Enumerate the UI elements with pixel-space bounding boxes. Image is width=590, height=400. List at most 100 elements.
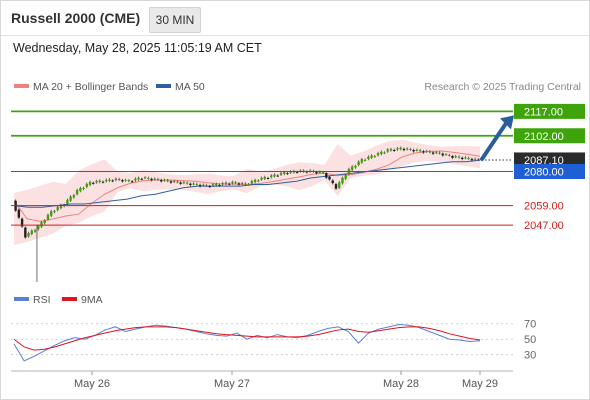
candle-body: [412, 149, 415, 152]
candle-body: [464, 157, 467, 159]
candle-body: [88, 181, 92, 185]
candle-body: [114, 178, 118, 181]
candle-body: [228, 183, 231, 185]
candle-body: [457, 156, 461, 158]
candle-body: [441, 153, 444, 156]
candle-body: [37, 225, 40, 230]
candle-body: [46, 214, 50, 220]
candle-body: [27, 233, 30, 237]
candle-body: [127, 180, 131, 182]
level-label-2047.00: 2047.00: [524, 220, 564, 232]
candle-body: [383, 152, 386, 154]
candle-body: [24, 227, 27, 238]
legend-label-ma50: MA 50: [175, 81, 205, 93]
candle-body: [454, 156, 457, 158]
candle-body: [192, 183, 195, 185]
candle-body: [211, 184, 215, 186]
candle-body: [121, 180, 124, 182]
candle-body: [425, 151, 428, 153]
candle-body: [66, 199, 69, 204]
candle-body: [108, 179, 111, 181]
candle-body: [354, 165, 357, 168]
candle-body: [422, 151, 425, 153]
candle-body: [218, 184, 221, 186]
candle-body: [43, 220, 46, 224]
candle-body: [98, 180, 101, 183]
bollinger-band-fill: [14, 139, 480, 246]
candle-body: [276, 175, 279, 177]
legend-swatch-ma20: [14, 84, 29, 88]
candle-body: [289, 171, 292, 173]
candle-body: [451, 156, 454, 158]
candle-body: [53, 211, 56, 213]
candle-body: [286, 173, 289, 175]
candle-body: [111, 180, 114, 182]
ma50-line: [13, 159, 481, 208]
candle-body: [444, 154, 448, 156]
candle-body: [169, 181, 173, 183]
level-label-2087.10: 2087.10: [524, 155, 564, 167]
rsi-pane: 70 50 30: [11, 319, 536, 362]
candle-body: [17, 209, 21, 218]
candle-body: [470, 158, 474, 161]
level-label-2059.00: 2059.00: [524, 201, 564, 213]
candle-body: [69, 196, 72, 201]
candle-body: [341, 177, 344, 184]
credit-text: Research © 2025 Trading Central: [424, 81, 581, 93]
level-box-2080.00: [514, 164, 585, 179]
candle-body: [140, 178, 144, 180]
candle-body: [250, 181, 254, 184]
candle-body: [234, 182, 237, 184]
candle-body: [473, 158, 477, 160]
candle-body: [130, 181, 134, 183]
candle-body: [137, 177, 140, 180]
candle-body: [350, 166, 354, 170]
legend-label-ma20: MA 20 + Bollinger Bands: [33, 81, 148, 93]
candle-body: [428, 151, 432, 153]
candle-body: [153, 178, 156, 180]
candle-body: [270, 175, 273, 178]
candle-body: [185, 182, 189, 184]
candle-body: [257, 180, 260, 182]
candle-body: [215, 183, 218, 186]
candle-body: [328, 176, 331, 180]
candle-body: [331, 180, 334, 184]
candle-body: [363, 159, 367, 161]
candle-body: [82, 187, 85, 189]
time-axis: May 26 May 27 May 28 May 29: [74, 371, 498, 390]
time-tick-label: May 26: [74, 378, 110, 390]
candle-body: [33, 230, 37, 232]
candle-body: [59, 205, 63, 209]
candle-body: [373, 156, 377, 158]
candle-body: [56, 207, 59, 211]
candle-body: [117, 179, 121, 181]
candle-body: [405, 148, 409, 150]
candle-body: [263, 177, 266, 179]
candle-body: [92, 182, 95, 184]
candle-body: [134, 178, 137, 181]
rsi-tick-50: 50: [524, 334, 536, 346]
rsi-tick-30: 30: [524, 350, 536, 362]
instrument-title: Russell 2000 (CME): [11, 10, 141, 26]
candle-body: [189, 183, 192, 186]
legend-swatch-rsi: [14, 297, 29, 301]
candle-body: [20, 218, 24, 227]
candle-body: [360, 159, 364, 163]
timestamp: Wednesday, May 28, 2025 11:05:19 AM CET: [13, 41, 262, 55]
candle-body: [205, 185, 208, 187]
candle-body: [166, 180, 169, 182]
candle-body: [283, 172, 286, 174]
candle-body: [334, 184, 338, 189]
legend-label-9ma: 9MA: [81, 294, 103, 306]
candle-body: [160, 180, 163, 182]
timeframe-button[interactable]: 30 MIN: [149, 7, 201, 33]
candle-body: [182, 182, 186, 184]
candle-body: [237, 183, 241, 185]
candle-body: [163, 179, 166, 181]
candle-body: [266, 178, 270, 179]
candle-body: [195, 183, 199, 185]
candle-body: [253, 179, 257, 183]
level-label-2102.00: 2102.00: [524, 131, 564, 143]
level-box-2102.00: [514, 128, 585, 144]
